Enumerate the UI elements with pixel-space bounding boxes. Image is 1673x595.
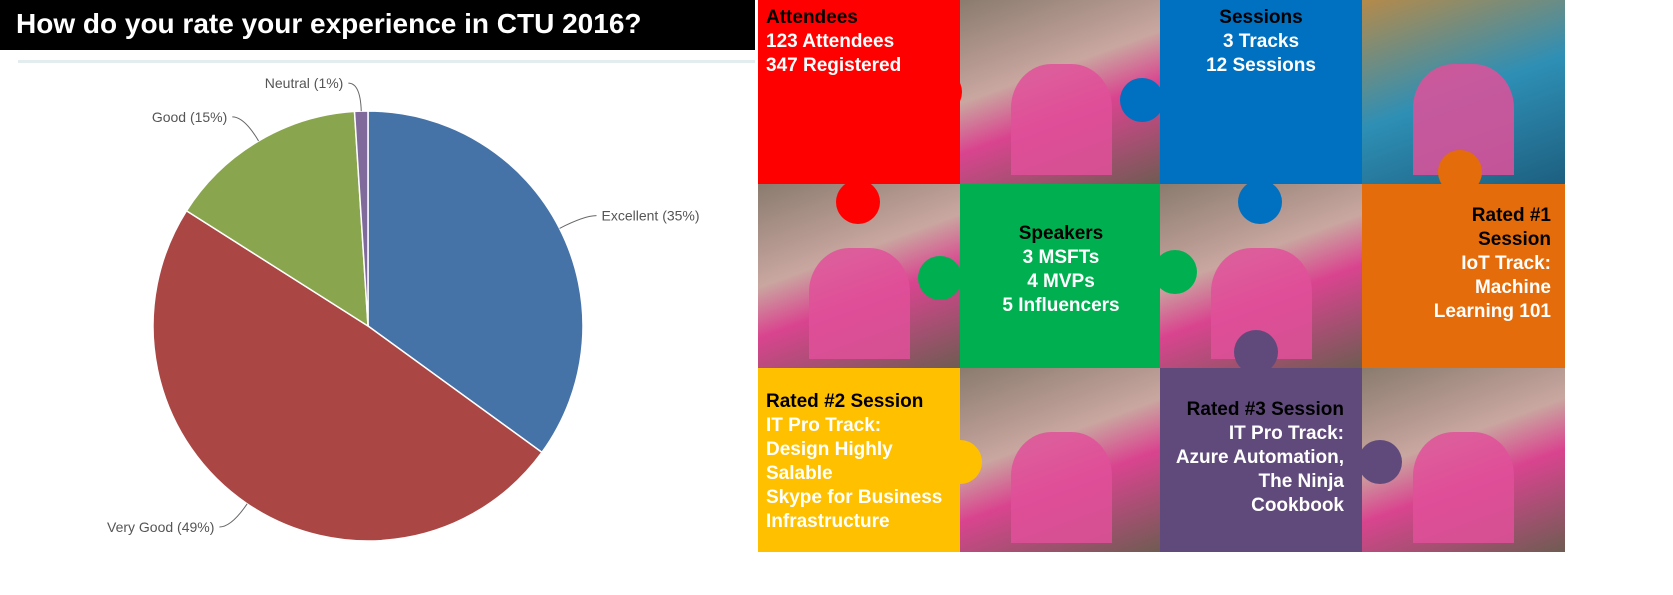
attendees-heading: Attendees <box>766 7 858 28</box>
puzzle-knob <box>836 180 880 224</box>
attendees-line: 347 Registered <box>766 55 902 76</box>
sessions-line: 3 Tracks <box>1222 31 1300 52</box>
puzzle-knob <box>1120 78 1164 122</box>
rated2-heading: Rated #2 Session <box>766 391 924 412</box>
pie-slice-excellent <box>367 110 584 454</box>
pie-slice-good <box>185 110 369 328</box>
rated3-line: The Ninja <box>1258 471 1344 492</box>
slice-label: Very Good (49%) <box>107 519 214 535</box>
puzzle-knob <box>918 256 962 300</box>
puzzle-knob <box>1358 440 1402 484</box>
attendees-line: 123 Attendees <box>766 31 895 52</box>
sessions-heading: Sessions <box>1219 7 1303 28</box>
rated1-line: Learning 101 <box>1433 301 1551 322</box>
tile-rated-2: Rated #2 Session IT Pro Track: Design Hi… <box>758 368 960 552</box>
slice-label: Excellent (35%) <box>602 208 700 224</box>
speakers-line: 4 MVPs <box>1027 271 1095 292</box>
rated1-heading: Session <box>1478 229 1551 250</box>
slice-label: Neutral (1%) <box>265 75 344 91</box>
chart-title: How do you rate your experience in CTU 2… <box>16 8 642 39</box>
rated3-heading: Rated #3 Session <box>1186 399 1344 420</box>
leader-line <box>219 503 248 528</box>
photo-duo <box>960 368 1162 552</box>
speakers-heading: Speakers <box>1018 223 1104 244</box>
infographic-grid: Attendees 123 Attendees 347 Registered S… <box>758 0 1565 552</box>
leader-line <box>232 116 259 142</box>
tile-rated-1: Rated #1 Session IoT Track: Machine Lear… <box>1362 184 1565 368</box>
rated1-heading: Rated #1 <box>1471 205 1551 226</box>
sessions-line: 12 Sessions <box>1206 55 1316 76</box>
pie-chart: Excellent (35%) Very Good (49%) Good (15%)… <box>107 75 700 542</box>
puzzle-knob <box>1438 150 1482 194</box>
puzzle-knob <box>918 70 962 114</box>
speakers-line: 3 MSFTs <box>1022 247 1100 268</box>
tile-sessions: Sessions 3 Tracks 12 Sessions <box>1160 0 1362 184</box>
speakers-line: 5 Influencers <box>1002 295 1120 316</box>
rated2-line: IT Pro Track: <box>766 415 882 436</box>
puzzle-knob <box>938 440 982 484</box>
rated2-line: Skype for Business <box>766 487 943 508</box>
rated3-line: IT Pro Track: <box>1228 423 1344 444</box>
rated2-line: Infrastructure <box>766 511 890 532</box>
puzzle-knob <box>1234 330 1278 374</box>
rated1-line: Machine <box>1474 277 1551 298</box>
pie-slice-very-good <box>152 209 543 542</box>
slice-label: Good (15%) <box>152 109 227 125</box>
puzzle-knob <box>1238 180 1282 224</box>
title-bar: How do you rate your experience in CTU 2… <box>0 0 755 50</box>
rated3-line: Cookbook <box>1251 495 1344 516</box>
leader-line <box>559 215 597 229</box>
divider <box>18 60 755 63</box>
puzzle-knob <box>1153 250 1197 294</box>
rated2-line: Salable <box>766 463 833 484</box>
rated1-line: IoT Track: <box>1461 253 1551 274</box>
rated3-line: Azure Automation, <box>1175 447 1344 468</box>
pie-slice-neutral <box>353 110 369 327</box>
tile-speakers: Speakers 3 MSFTs 4 MVPs 5 Influencers <box>960 184 1162 368</box>
leader-line <box>348 82 362 112</box>
rated2-line: Design Highly <box>766 439 893 460</box>
tile-rated-3: Rated #3 Session IT Pro Track: Azure Aut… <box>1160 368 1362 552</box>
